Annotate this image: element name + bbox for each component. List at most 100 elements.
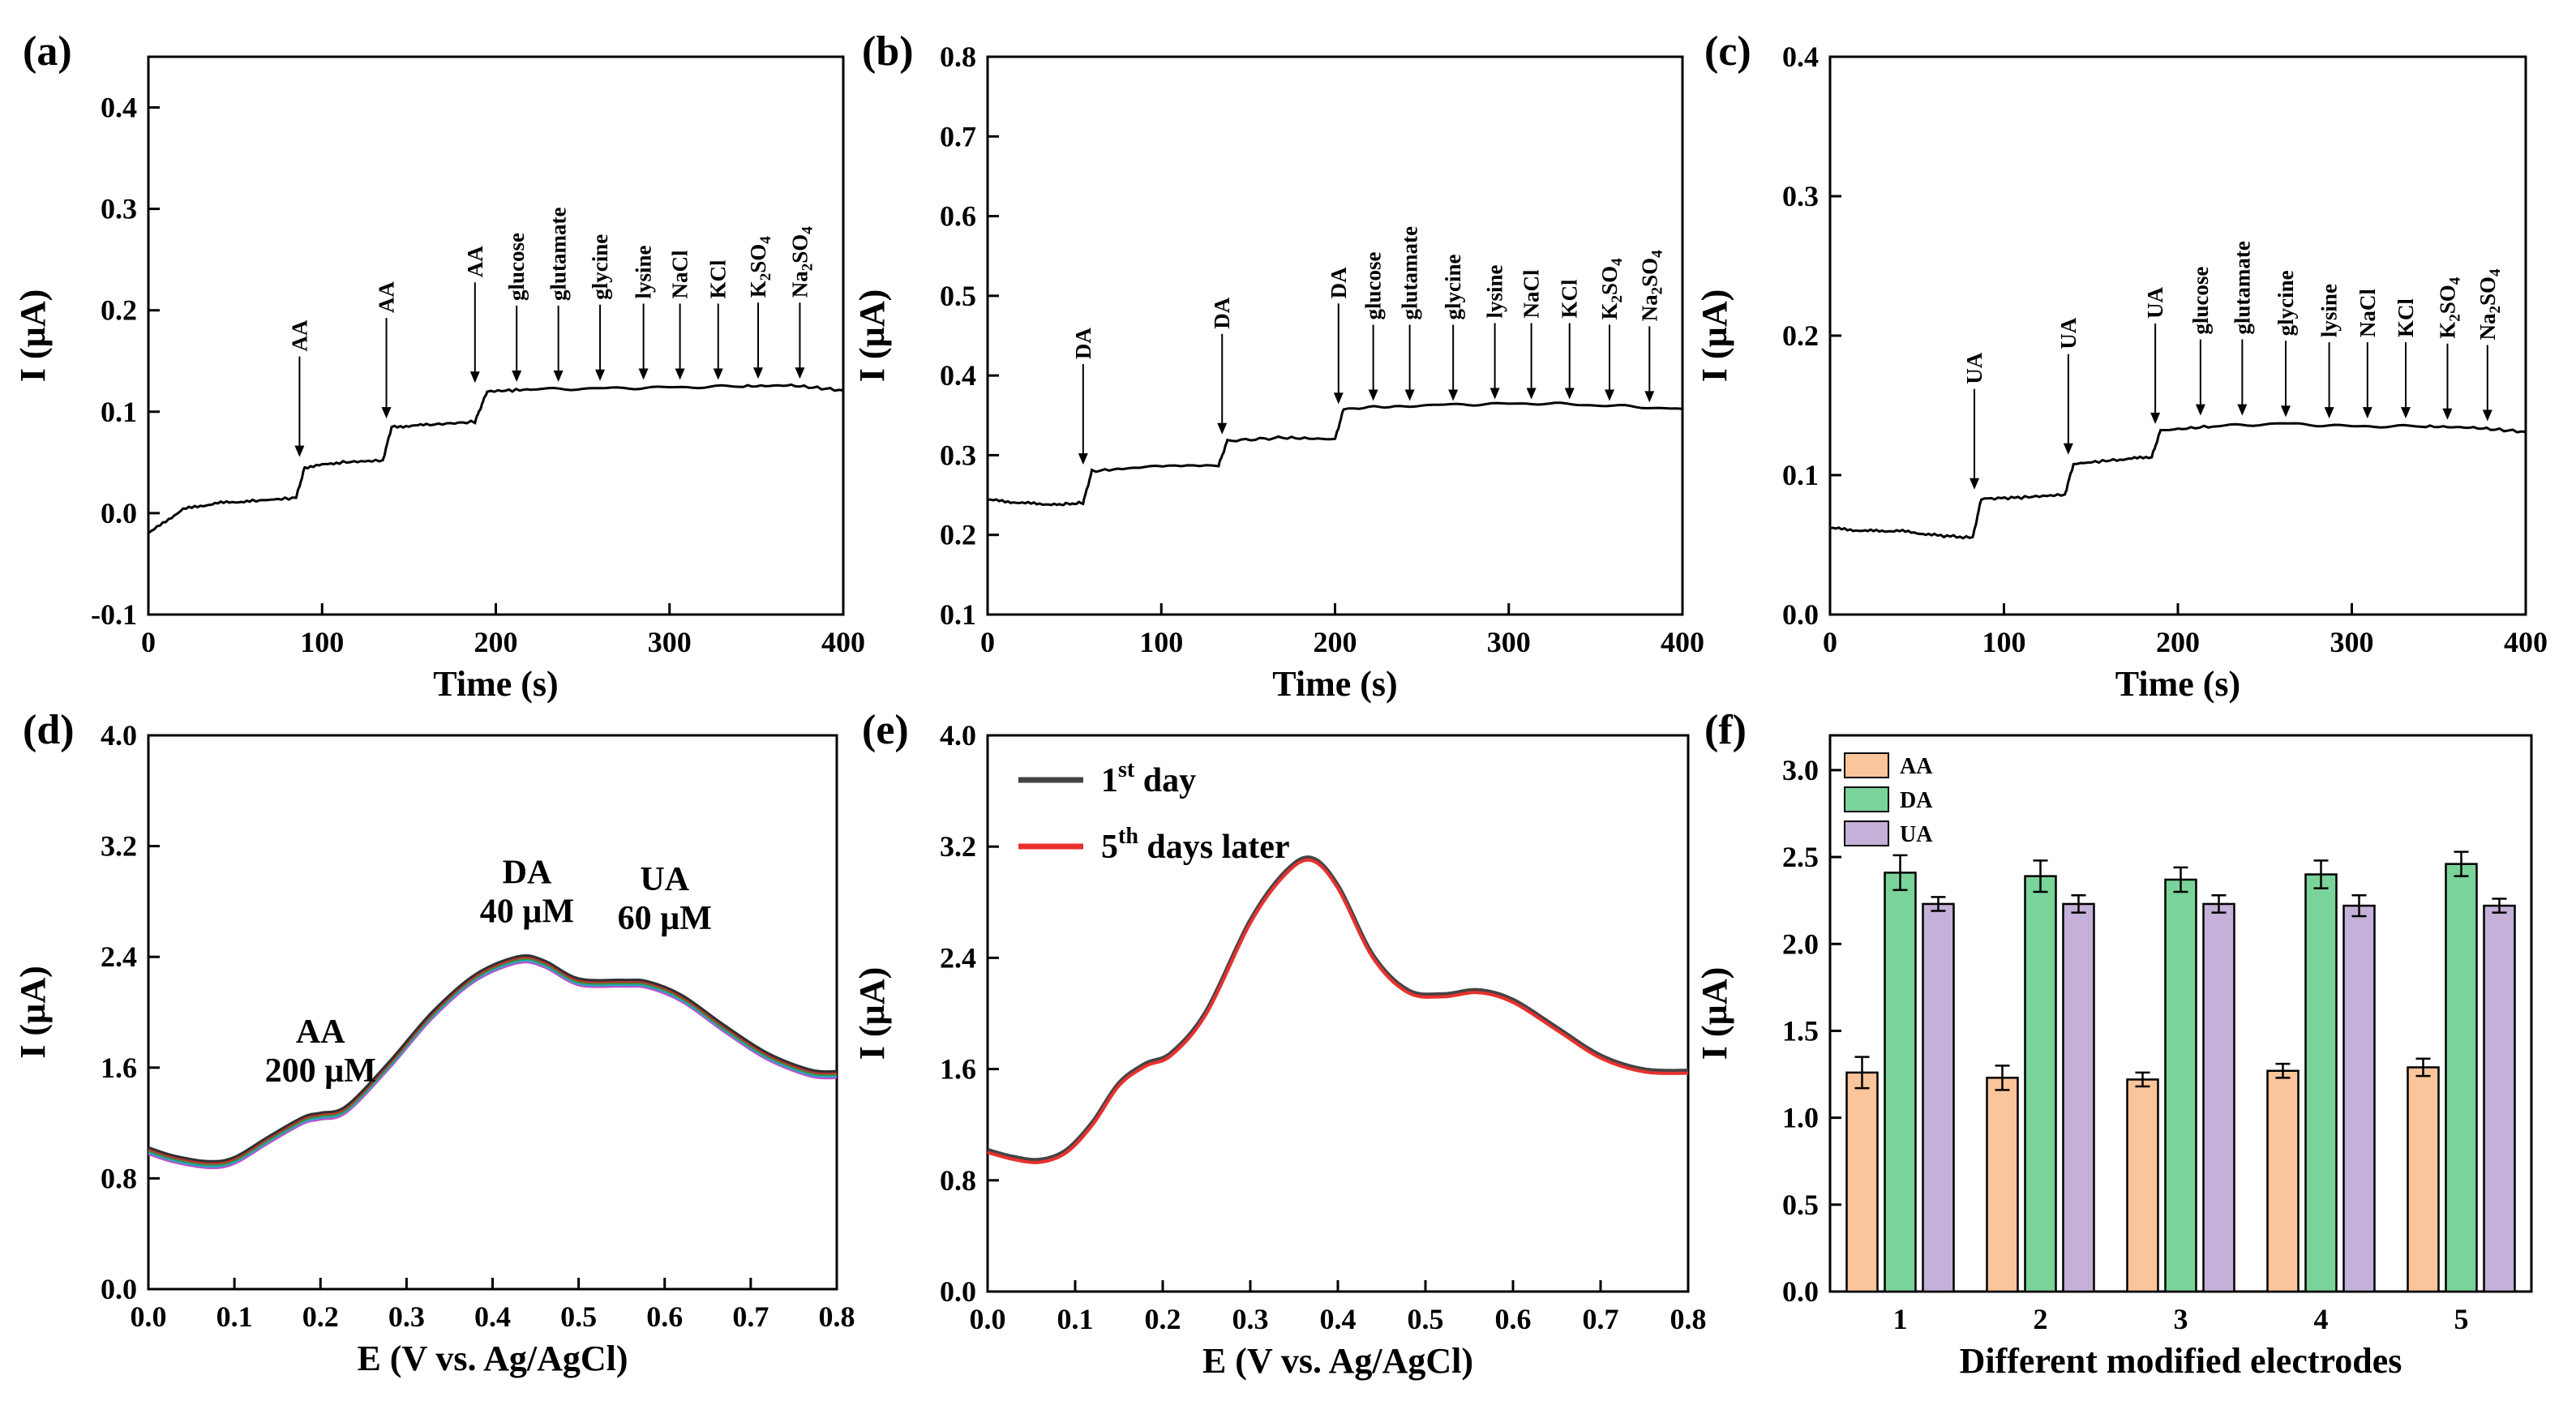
legend-superscript: th xyxy=(1118,824,1138,849)
annotation-label: glutamate xyxy=(1398,226,1422,319)
bar-ua xyxy=(2202,902,2235,1293)
panel-label: (f) xyxy=(1704,707,1747,753)
subscript: 2 xyxy=(2487,306,2504,314)
x-tick-label: 200 xyxy=(474,626,518,658)
y-tick-label: 0.4 xyxy=(101,92,137,124)
label-part: SO xyxy=(746,244,770,273)
bar-ua xyxy=(2483,904,2516,1293)
bar-da xyxy=(1884,872,1917,1293)
subscript: 4 xyxy=(1648,250,1665,258)
legend-label: 5th days later xyxy=(1101,824,1290,866)
y-tick-label: 0.8 xyxy=(940,1164,976,1197)
subscript: 2 xyxy=(1609,295,1626,303)
arrow-head xyxy=(1489,388,1500,400)
subscript: 4 xyxy=(757,236,774,244)
x-tick-label: 0 xyxy=(980,626,995,658)
y-axis-label: I (µA) xyxy=(1695,967,1734,1060)
arrow-head xyxy=(2150,412,2161,424)
x-tick-label: 0.3 xyxy=(388,1300,425,1333)
y-tick-label: 0.0 xyxy=(1782,1275,1819,1308)
bar-aa xyxy=(2266,1069,2300,1293)
annotation-label: AA xyxy=(375,281,399,313)
arrow-head xyxy=(1404,389,1415,401)
x-axis-label: E (V vs. Ag/AgCl) xyxy=(357,1339,628,1378)
x-tick-label: 2 xyxy=(2034,1303,2048,1335)
annotation-label: glutamate xyxy=(546,208,571,301)
y-axis-label: I (µA) xyxy=(1695,289,1734,383)
x-tick-label: 5 xyxy=(2454,1303,2469,1335)
y-tick-label: 0.1 xyxy=(101,396,137,428)
y-tick-label: 0.3 xyxy=(1782,180,1819,212)
y-tick-label: 0.5 xyxy=(940,280,976,312)
curve-1st-day xyxy=(987,855,1689,1163)
annotation-label: glycine xyxy=(588,234,612,300)
arrow-head xyxy=(2400,407,2411,419)
arrow-head xyxy=(1078,453,1088,465)
y-tick-label: 1.0 xyxy=(1782,1102,1819,1134)
y-tick-label: 0.1 xyxy=(1782,459,1819,491)
peak-concentration: 40 µM xyxy=(480,893,574,931)
annotation-label: K2SO4 xyxy=(2435,276,2463,339)
y-tick-label: 0.7 xyxy=(940,120,976,152)
label-part: K xyxy=(746,281,770,298)
legend-superscript: st xyxy=(1118,757,1135,782)
arrow-head xyxy=(2280,405,2291,418)
annotation-label: UA xyxy=(2056,317,2081,349)
bar-aa xyxy=(2126,1078,2159,1293)
plot-frame xyxy=(1828,55,2527,616)
arrow-head xyxy=(1564,388,1575,400)
panel-d: (d) E (V vs. Ag/AgCl) I (µA) 0.0 0.8 1.6 2.4 3.… xyxy=(13,707,855,1378)
x-tick-label: 0.1 xyxy=(1057,1303,1094,1335)
bar-ua xyxy=(2342,904,2376,1293)
arrow-head xyxy=(675,368,685,380)
annotation-label: glucose xyxy=(1361,251,1386,319)
subscript: 4 xyxy=(799,226,816,234)
annotation-label: KCl xyxy=(706,259,731,299)
dpv-curve-3 xyxy=(148,958,838,1166)
annotation-label: Na2SO4 xyxy=(2475,268,2504,341)
y-tick-label: 0.8 xyxy=(940,41,976,73)
arrow-head xyxy=(1448,389,1459,401)
annotation-label: AA xyxy=(287,319,311,351)
annotation-label: Na2SO4 xyxy=(1637,250,1665,322)
label-part: K xyxy=(2435,322,2459,339)
annotation-label: glucose xyxy=(2188,267,2213,335)
label-part: SO xyxy=(1597,266,1622,295)
y-tick-label: -0.1 xyxy=(91,598,137,631)
arrow-head xyxy=(595,369,606,381)
x-tick-label: 300 xyxy=(2330,626,2374,658)
x-tick-label: 3 xyxy=(2174,1303,2188,1335)
legend-swatch-da xyxy=(1844,786,1889,812)
subscript: 2 xyxy=(799,263,816,272)
y-tick-label: 3.2 xyxy=(101,830,137,863)
y-tick-label: 0.3 xyxy=(940,439,976,471)
x-axis-label: Time (s) xyxy=(433,664,558,704)
y-tick-label: 0.4 xyxy=(1782,41,1819,73)
x-tick-label: 0.5 xyxy=(1408,1303,1444,1335)
x-tick-label: 4 xyxy=(2314,1303,2329,1335)
legend-label: DA xyxy=(1900,788,1933,813)
peak-label: AA xyxy=(296,1013,345,1051)
label-part: Na xyxy=(1637,294,1661,321)
x-tick-label: 0 xyxy=(1823,626,1837,658)
arrow-head xyxy=(1526,388,1537,400)
x-tick-label: 100 xyxy=(300,626,344,658)
bar-aa xyxy=(1986,1077,2019,1293)
legend-number: 1 xyxy=(1101,762,1118,799)
x-tick-label: 0.4 xyxy=(1320,1303,1357,1335)
arrow-head xyxy=(512,371,522,383)
x-tick-label: 1 xyxy=(1893,1303,1908,1335)
x-tick-label: 0.6 xyxy=(1495,1303,1532,1335)
panel-label: (d) xyxy=(23,707,75,753)
annotation-label: lysine xyxy=(2317,284,2342,337)
arrow-head xyxy=(294,445,305,457)
bar-da xyxy=(2164,878,2197,1293)
annotation-label: K2SO4 xyxy=(746,236,774,298)
y-tick-label: 0.0 xyxy=(1782,598,1819,631)
y-tick-label: 1.6 xyxy=(940,1053,976,1086)
x-tick-label: 0.4 xyxy=(474,1300,511,1333)
arrow-head xyxy=(1333,392,1344,405)
subscript: 4 xyxy=(2487,268,2504,276)
annotation-label: DA xyxy=(1071,328,1095,359)
